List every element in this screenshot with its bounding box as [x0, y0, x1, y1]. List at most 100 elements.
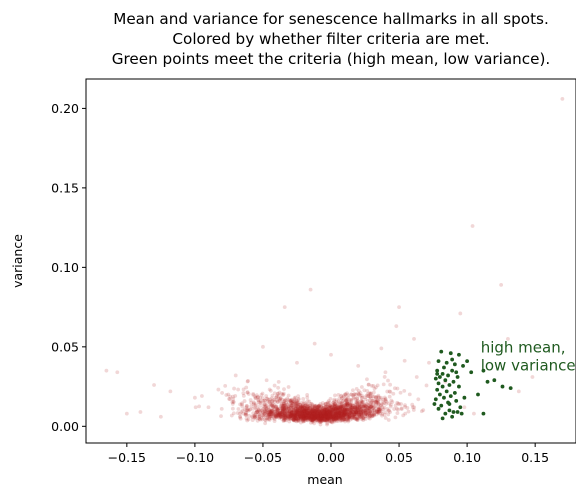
- red-point: [308, 418, 313, 423]
- red-point: [324, 411, 329, 416]
- red-point: [347, 401, 352, 406]
- red-point: [309, 415, 314, 420]
- y-tick-label: 0.15: [51, 180, 79, 195]
- red-point: [332, 417, 337, 422]
- red-point: [359, 385, 364, 389]
- red-point: [245, 408, 250, 413]
- red-point: [311, 412, 315, 417]
- red-point: [313, 414, 318, 419]
- red-point: [326, 410, 331, 414]
- red-point: [270, 405, 275, 410]
- green-point: [442, 395, 446, 400]
- red-point: [257, 417, 262, 422]
- red-point: [276, 411, 281, 416]
- red-point: [281, 405, 286, 409]
- red-point: [348, 410, 353, 415]
- red-point: [351, 393, 355, 398]
- red-point: [303, 418, 308, 422]
- red-point: [312, 417, 316, 421]
- red-point: [267, 412, 272, 417]
- red-point: [341, 412, 346, 417]
- red-point: [371, 412, 376, 417]
- red-point: [328, 414, 333, 419]
- red-point: [324, 415, 329, 419]
- red-point: [310, 411, 315, 416]
- red-point: [313, 404, 318, 409]
- red-point: [376, 393, 381, 398]
- red-point: [245, 390, 250, 395]
- red-point: [244, 408, 249, 413]
- red-point: [319, 416, 324, 420]
- red-point: [317, 410, 322, 415]
- red-point: [315, 409, 320, 414]
- red-point: [312, 412, 316, 417]
- red-point: [289, 412, 293, 417]
- red-point: [325, 415, 330, 420]
- red-point: [368, 413, 372, 418]
- red-point: [295, 407, 300, 412]
- red-point: [397, 402, 402, 406]
- red-point: [269, 408, 274, 413]
- red-point: [331, 407, 336, 412]
- red-point: [351, 410, 356, 414]
- red-point: [328, 413, 332, 418]
- red-point: [275, 399, 280, 404]
- red-point: [269, 410, 273, 415]
- red-point: [265, 415, 270, 420]
- red-point: [342, 411, 347, 416]
- green-point: [440, 384, 445, 389]
- red-point: [376, 407, 381, 411]
- red-point: [341, 416, 346, 421]
- red-point: [277, 412, 282, 417]
- red-point: [371, 405, 375, 410]
- red-point: [384, 400, 389, 404]
- red-point: [341, 411, 346, 416]
- red-point: [359, 399, 364, 404]
- red-point: [351, 396, 356, 401]
- red-point: [244, 411, 249, 415]
- red-point: [369, 391, 373, 396]
- red-point: [329, 352, 333, 357]
- red-point: [289, 407, 294, 412]
- red-point: [367, 411, 372, 416]
- red-point: [358, 405, 363, 410]
- red-point: [272, 409, 277, 414]
- red-point: [291, 409, 296, 414]
- red-point: [338, 412, 343, 417]
- red-point: [316, 416, 321, 421]
- red-point: [283, 404, 288, 409]
- red-point: [300, 412, 305, 417]
- x-axis-ticks: −0.15 −0.10 −0.05 0.00 0.05 0.10 0.15: [108, 443, 549, 465]
- red-point: [282, 399, 287, 404]
- red-point: [350, 409, 355, 414]
- red-point: [272, 413, 277, 418]
- red-point: [283, 411, 288, 416]
- red-point: [318, 407, 323, 412]
- red-point: [306, 415, 311, 420]
- red-point: [267, 408, 272, 412]
- red-point: [325, 414, 330, 419]
- red-point: [376, 400, 381, 405]
- red-point: [283, 410, 288, 414]
- red-point: [299, 416, 303, 421]
- green-point: [433, 397, 438, 402]
- red-point: [325, 414, 330, 419]
- red-point: [302, 415, 307, 420]
- red-point: [328, 414, 333, 419]
- red-point: [355, 406, 360, 411]
- red-point: [332, 397, 337, 402]
- red-point: [281, 407, 286, 412]
- red-point: [292, 413, 297, 417]
- red-point: [349, 404, 354, 409]
- red-point: [262, 404, 267, 409]
- red-point: [338, 414, 343, 419]
- red-point: [373, 404, 378, 409]
- red-point: [280, 397, 285, 402]
- red-point: [338, 406, 343, 410]
- red-point: [345, 416, 350, 421]
- green-point: [447, 408, 452, 413]
- red-point: [299, 411, 304, 415]
- red-point: [329, 409, 333, 414]
- red-point: [312, 412, 317, 416]
- red-point: [368, 410, 373, 415]
